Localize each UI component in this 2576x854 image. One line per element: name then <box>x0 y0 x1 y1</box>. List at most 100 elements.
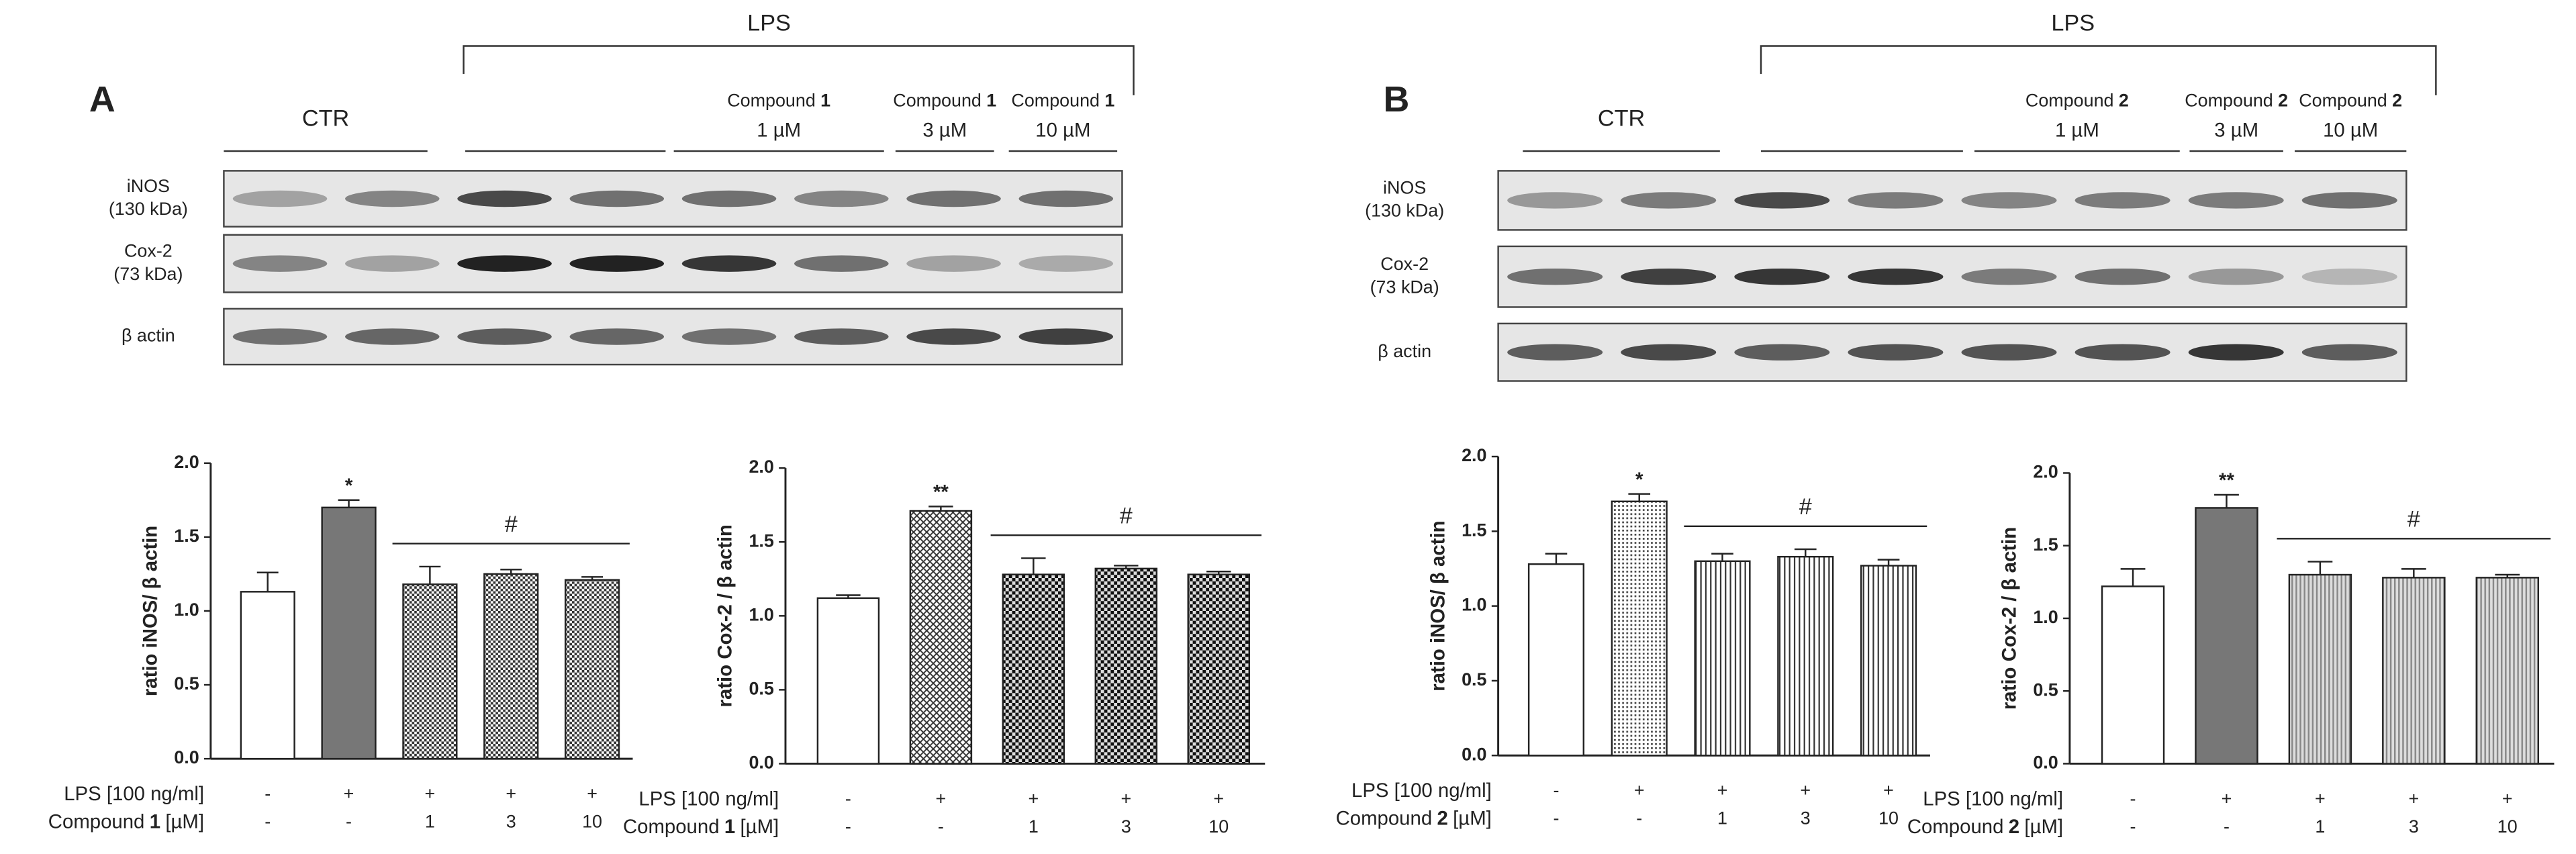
x-row-label: LPS [100 ng/ml] <box>64 783 204 805</box>
x-row-value: 1 <box>1029 816 1039 837</box>
compound-name: Compound <box>2185 91 2273 111</box>
x-row-value: - <box>2130 816 2136 837</box>
y-tick-label: 2.0 <box>174 452 199 472</box>
x-row-value: 1 <box>425 812 435 832</box>
error-bar <box>1794 548 1817 557</box>
x-row-value: - <box>346 812 352 832</box>
panel-letter: A <box>89 79 115 120</box>
x-row-value: - <box>265 812 271 832</box>
x-row-value: + <box>425 784 436 804</box>
error-bar <box>836 594 861 598</box>
x-row-value: + <box>1634 780 1645 800</box>
x-row-value: + <box>1800 780 1811 800</box>
y-tick-label: 2.0 <box>1462 445 1486 465</box>
x-row-value: + <box>1883 780 1894 800</box>
error-bar <box>928 506 953 511</box>
protein-label: iNOS <box>127 176 170 196</box>
blot-band <box>569 190 665 207</box>
blot-band <box>2301 268 2397 285</box>
bar <box>1094 567 1158 765</box>
group-dose: 3 µM <box>2214 119 2258 141</box>
blot-band <box>1734 344 1830 361</box>
compound-name: Compound <box>893 91 982 111</box>
x-row-label-part: 1 <box>724 816 735 838</box>
blot-band <box>1961 268 2057 285</box>
x-row-value: - <box>845 788 851 808</box>
blot-band <box>1961 192 2057 209</box>
x-row-value: 10 <box>2497 816 2518 837</box>
group-label: Compound 2 <box>2025 91 2129 111</box>
x-row-label: LPS [100 ng/ml] <box>1351 779 1492 802</box>
error-bar <box>1877 559 1900 566</box>
bar <box>1611 500 1668 757</box>
blot-band <box>457 328 552 345</box>
x-row-value: 3 <box>2409 816 2419 837</box>
x-row-value: 10 <box>1878 808 1899 828</box>
blot-band <box>1734 268 1830 285</box>
y-axis-label: ratio iNOS/ β actin <box>140 526 162 696</box>
blot-band <box>1507 192 1603 209</box>
blot-band <box>569 328 665 345</box>
error-bar <box>1114 565 1139 569</box>
bar <box>240 591 295 760</box>
x-row-value: + <box>1028 788 1039 808</box>
group-dose: 10 µM <box>2323 119 2378 141</box>
x-row-label: Compound 2 [µM] <box>1907 816 2063 838</box>
protein-size: (130 kDa) <box>109 199 188 219</box>
group-label: Compound 1 <box>893 91 996 111</box>
compound-number: 1 <box>986 91 996 111</box>
error-bar <box>1628 493 1651 502</box>
x-row-label-part: Compound <box>1907 816 2004 838</box>
y-tick-label: 0.5 <box>1462 669 1486 690</box>
blot-band <box>681 255 777 272</box>
blot-band <box>1848 192 1944 209</box>
x-row-value: 3 <box>506 812 516 832</box>
significance: * <box>1635 469 1643 491</box>
x-row-value: 1 <box>2315 816 2325 837</box>
bar <box>1527 563 1585 757</box>
error-bar <box>2307 561 2333 575</box>
protein-size: (130 kDa) <box>1365 201 1444 221</box>
blot-band <box>2074 344 2170 361</box>
panel-letter: B <box>1384 79 1410 120</box>
significance: * <box>345 475 353 497</box>
compound-number: 2 <box>2119 91 2129 111</box>
x-row-value: + <box>1213 788 1224 808</box>
x-row-label-part: LPS [100 ng/ml] <box>64 783 204 805</box>
x-row-value: + <box>1717 780 1728 800</box>
bar <box>1860 565 1917 757</box>
y-axis-label: ratio Cox-2 / β actin <box>714 524 736 707</box>
y-tick-label: 1.0 <box>749 604 773 624</box>
group-label: Compound 1 <box>727 91 830 111</box>
error-bar <box>2214 493 2239 508</box>
group-dose: 10 µM <box>1035 119 1090 141</box>
bar <box>2101 585 2165 765</box>
x-row-value: + <box>2315 788 2326 808</box>
x-row-value: + <box>344 784 354 804</box>
x-row-value: + <box>506 784 516 804</box>
x-row-label-part: [µM] <box>2024 816 2063 838</box>
bar <box>816 597 880 765</box>
blot-band <box>345 255 440 272</box>
protein-label: Cox-2 <box>124 241 173 261</box>
bar <box>483 573 539 760</box>
group-dose: 3 µM <box>922 119 967 141</box>
hash: # <box>2407 506 2420 532</box>
protein-size: (73 kDa) <box>113 264 183 284</box>
error-bar <box>256 571 279 592</box>
blot-band <box>794 255 889 272</box>
bar <box>2475 577 2540 765</box>
protein-size: (73 kDa) <box>1370 277 1439 297</box>
x-row-label: Compound 1 [µM] <box>623 816 779 838</box>
bar <box>402 583 458 760</box>
error-bar <box>1021 557 1046 575</box>
x-row-label-part: 2 <box>1437 807 1448 829</box>
x-row-label-part: 2 <box>2009 816 2019 838</box>
blot-band <box>1507 268 1603 285</box>
blot-band <box>1621 192 1717 209</box>
group-label: Compound 2 <box>2299 91 2402 111</box>
blot-band <box>2188 344 2284 361</box>
treatment-bracket <box>463 45 1135 95</box>
y-tick-label: 0.0 <box>749 753 773 773</box>
